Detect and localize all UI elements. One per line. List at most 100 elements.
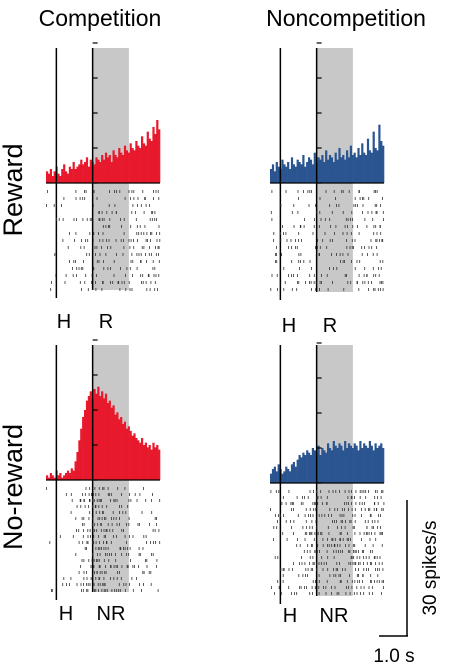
scale-bar: 30 spikes/s 1.0 s xyxy=(373,500,441,667)
histogram-bar xyxy=(142,445,146,480)
histogram-bar xyxy=(353,152,356,183)
histogram-bar xyxy=(275,162,278,183)
histogram-bar xyxy=(351,448,354,483)
histogram-bar xyxy=(336,448,339,483)
histogram-bar xyxy=(372,131,375,183)
histogram-bar xyxy=(378,445,381,483)
histogram-bar xyxy=(340,157,343,183)
histogram-bar xyxy=(87,396,90,480)
histogram-bar xyxy=(327,443,330,483)
histogram-bar xyxy=(338,148,341,183)
histogram-bar xyxy=(65,473,68,480)
histogram-bar xyxy=(46,171,49,183)
histogram-bar xyxy=(285,166,288,183)
histogram-bar xyxy=(78,164,81,183)
panel-competition-reward xyxy=(46,42,161,298)
histogram-bar xyxy=(311,164,314,183)
histogram-bar xyxy=(336,159,339,183)
histogram-bar xyxy=(365,155,368,183)
histogram-bar xyxy=(154,447,157,480)
histogram-bar xyxy=(116,412,119,480)
histogram-bar xyxy=(148,445,151,480)
histogram-bar xyxy=(298,162,301,183)
histogram-bar xyxy=(351,155,354,183)
event-label-r: R xyxy=(323,315,337,337)
histogram-bar xyxy=(349,145,352,183)
histogram-bar xyxy=(84,410,87,480)
histogram-bar xyxy=(270,473,273,483)
histogram-bar xyxy=(97,159,100,183)
histogram-bar xyxy=(283,471,286,483)
histogram-bar xyxy=(361,448,364,483)
histogram-bar xyxy=(89,391,92,480)
histogram-bar xyxy=(328,155,332,183)
histogram-bar xyxy=(103,159,106,183)
histogram-bar xyxy=(80,159,83,183)
histogram-bar xyxy=(122,424,125,480)
histogram-bar xyxy=(376,448,379,483)
histogram-bar xyxy=(347,443,351,483)
histogram-bar xyxy=(368,441,371,483)
histogram-bar xyxy=(47,173,51,183)
histogram-bar xyxy=(131,148,134,183)
histogram-bar xyxy=(125,428,128,480)
histogram-bar xyxy=(139,442,142,480)
histogram-bar xyxy=(129,431,132,480)
histogram-bar xyxy=(366,448,370,483)
histogram-bar xyxy=(376,150,379,183)
histogram-bar xyxy=(70,468,73,480)
histogram-bar xyxy=(319,159,322,183)
histogram-bar xyxy=(101,391,104,480)
histogram-bar xyxy=(127,152,130,183)
histogram-bar xyxy=(112,150,115,183)
panel-competition-no-reward xyxy=(46,339,161,600)
histogram-bar xyxy=(294,166,297,183)
histogram-bar xyxy=(135,438,138,480)
histogram-bar xyxy=(89,159,92,183)
histogram-bar xyxy=(359,155,362,183)
histogram-bar xyxy=(290,157,294,183)
histogram-bar xyxy=(51,475,54,480)
histogram-bar xyxy=(273,171,276,183)
histogram-bar xyxy=(374,443,377,483)
histogram-bar xyxy=(144,442,147,480)
histogram-bar xyxy=(361,143,364,183)
event-label-r: R xyxy=(99,311,113,333)
histogram-bar xyxy=(372,450,375,483)
histogram-bar xyxy=(342,155,345,183)
column-title-noncompetition: Noncompetition xyxy=(266,5,426,31)
histogram-bar xyxy=(359,441,362,483)
histogram-bar xyxy=(110,162,113,183)
histogram-bar xyxy=(66,173,70,183)
histogram-bar xyxy=(133,150,136,183)
histogram-bar xyxy=(292,462,295,483)
row-label-reward: Reward xyxy=(0,143,28,236)
histogram-bar xyxy=(306,450,309,483)
histogram-bar xyxy=(334,152,337,183)
histogram-bar xyxy=(285,466,288,483)
histogram-bar xyxy=(72,162,75,183)
histogram-bar xyxy=(85,157,89,183)
histogram-bar xyxy=(368,150,371,183)
histogram-bar xyxy=(118,148,121,183)
histogram-bar xyxy=(275,471,278,483)
histogram-bar xyxy=(49,473,52,480)
histogram-bar xyxy=(158,449,161,480)
histogram-bar xyxy=(137,440,140,480)
histogram-bar xyxy=(70,169,73,183)
histogram-bar xyxy=(347,157,351,183)
histogram-bar xyxy=(319,455,322,483)
histogram-bar xyxy=(78,440,81,480)
histogram-bar xyxy=(61,169,64,183)
histogram-bar xyxy=(308,452,311,483)
histogram-bar xyxy=(65,171,68,183)
histogram-bar xyxy=(142,143,146,183)
histogram-bar xyxy=(156,120,159,183)
histogram-bar xyxy=(146,447,149,480)
histogram-bar xyxy=(306,162,309,183)
histogram-bar xyxy=(144,145,147,183)
histogram-bar xyxy=(106,157,109,183)
histogram-bar xyxy=(99,162,102,183)
histogram-bar xyxy=(95,157,98,183)
histogram-bar xyxy=(57,173,60,183)
